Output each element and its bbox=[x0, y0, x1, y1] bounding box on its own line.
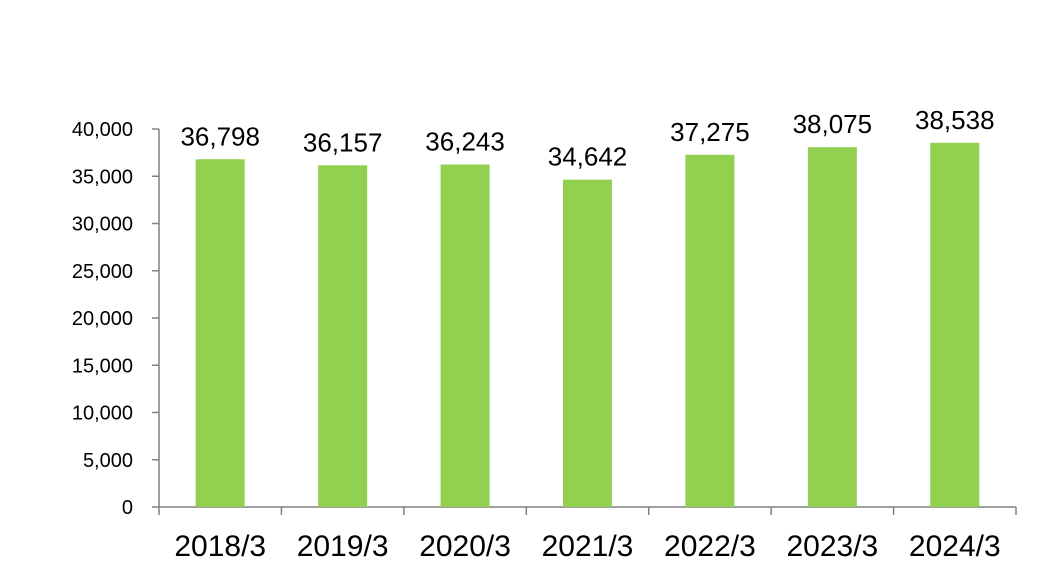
x-axis: 2018/3 2019/3 2020/3 2021/3 2022/3 2023/3 2024… bbox=[158, 506, 1017, 563]
data-label: 37,275 bbox=[670, 117, 750, 147]
y-axis: 0 5,000 10,000 15,000 20,000 25,000 30,000 35,0… bbox=[72, 119, 160, 519]
data-label: 36,798 bbox=[180, 121, 260, 151]
y-tick-label: 40,000 bbox=[72, 119, 133, 141]
data-label: 36,157 bbox=[303, 127, 383, 157]
y-tick-label: 35,000 bbox=[72, 166, 133, 188]
y-tick-label: 20,000 bbox=[72, 308, 133, 330]
bar bbox=[807, 147, 857, 507]
y-tick-label: 0 bbox=[122, 497, 133, 519]
bar bbox=[563, 179, 612, 507]
x-tick-label: 2020/3 bbox=[419, 530, 511, 563]
data-label: 38,075 bbox=[793, 109, 873, 139]
bar bbox=[685, 154, 735, 507]
y-tick-label: 15,000 bbox=[72, 355, 133, 377]
data-labels: 36,798 36,157 36,243 34,642 37,275 38,075 38,5… bbox=[180, 105, 994, 172]
x-tick-label: 2021/3 bbox=[542, 530, 634, 563]
y-tick-label: 25,000 bbox=[72, 261, 133, 283]
data-label: 34,642 bbox=[548, 142, 628, 172]
bar bbox=[318, 165, 368, 507]
x-tick-label: 2019/3 bbox=[297, 530, 389, 563]
y-tick-label: 30,000 bbox=[72, 214, 133, 236]
x-tick-label: 2024/3 bbox=[909, 530, 1001, 563]
bar bbox=[195, 159, 245, 507]
data-label: 36,243 bbox=[425, 127, 505, 157]
y-tick-label: 5,000 bbox=[83, 450, 133, 472]
x-tick-label: 2022/3 bbox=[664, 530, 756, 563]
x-tick-label: 2023/3 bbox=[786, 530, 878, 563]
bar bbox=[440, 164, 490, 507]
y-tick-label: 10,000 bbox=[72, 403, 133, 425]
bars bbox=[195, 142, 980, 507]
data-label: 38,538 bbox=[915, 105, 995, 135]
bar bbox=[930, 142, 980, 507]
x-tick-label: 2018/3 bbox=[174, 530, 266, 563]
